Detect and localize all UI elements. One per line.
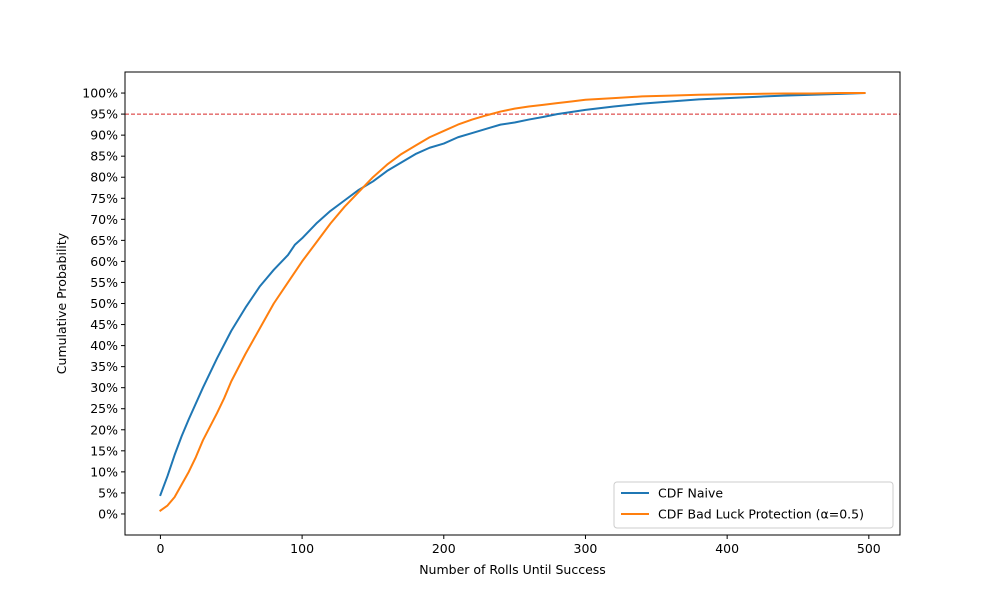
y-axis: 0% 5% 10% 15% 20% 25% 30% 35% 40% 45% 50% 55% 60% 65%… [82,86,125,521]
legend-box [613,481,894,529]
x-tick-label: 500 [857,541,881,556]
x-axis: 0 100 200 300 400 500 [156,535,881,556]
y-tick-label: 95% [90,107,118,122]
legend: CDF Naive CDF Bad Luck Protection (α=0.5… [613,481,894,529]
x-axis-label: Number of Rolls Until Success [419,562,606,577]
x-tick-label: 0 [156,541,164,556]
y-tick-label: 65% [90,233,118,248]
y-tick-label: 10% [90,464,118,479]
y-tick-label: 45% [90,317,118,332]
series-line-naive [159,92,866,497]
y-tick-label: 70% [90,212,118,227]
y-tick-label: 50% [90,296,118,311]
y-tick-label: 100% [82,86,118,101]
y-tick-label: 5% [98,485,118,500]
y-tick-label: 85% [90,149,118,164]
y-tick-label: 75% [90,191,118,206]
y-tick-label: 80% [90,170,118,185]
y-tick-label: 30% [90,380,118,395]
series-line-bad-luck-protection [159,92,866,512]
legend-label-naive: CDF Naive [658,486,723,501]
y-tick-label: 20% [90,422,118,437]
y-axis-label: Cumulative Probability [54,232,69,374]
y-tick-label: 60% [90,254,118,269]
y-tick-label: 0% [98,506,118,521]
y-tick-label: 25% [90,401,118,416]
series-layer [159,92,866,512]
y-tick-label: 90% [90,128,118,143]
y-tick-label: 55% [90,275,118,290]
y-tick-label: 35% [90,359,118,374]
x-tick-label: 300 [574,541,598,556]
plot-area [125,72,900,535]
x-tick-label: 200 [432,541,456,556]
y-tick-label: 40% [90,338,118,353]
y-tick-label: 15% [90,443,118,458]
x-tick-label: 100 [290,541,314,556]
legend-label-bad-luck-protection: CDF Bad Luck Protection (α=0.5) [658,507,864,522]
x-tick-label: 400 [715,541,739,556]
